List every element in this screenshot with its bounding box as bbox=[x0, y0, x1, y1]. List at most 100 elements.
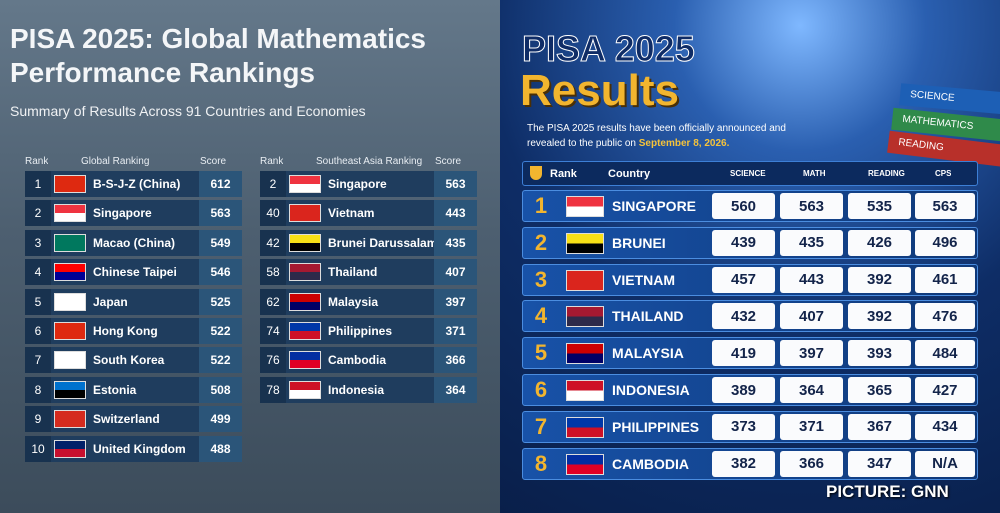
country: VIETNAM bbox=[612, 271, 675, 288]
subtitle: Results bbox=[520, 66, 679, 115]
rank: 1 bbox=[534, 193, 548, 218]
score: 419 bbox=[712, 340, 775, 367]
rank: 3 bbox=[534, 266, 548, 292]
country: BRUNEI bbox=[612, 234, 666, 251]
flag bbox=[566, 380, 604, 401]
score: 366 bbox=[434, 347, 477, 374]
country: Macao (China) bbox=[93, 235, 176, 250]
column-header: Global Ranking bbox=[81, 155, 150, 167]
flag bbox=[54, 410, 86, 429]
score: 488 bbox=[199, 435, 242, 462]
column-header: Country bbox=[608, 167, 651, 180]
score: 347 bbox=[848, 450, 911, 477]
flag bbox=[289, 233, 321, 252]
score: 407 bbox=[780, 303, 843, 330]
score: N/A bbox=[915, 450, 975, 477]
score: 499 bbox=[199, 406, 242, 433]
score: 434 bbox=[915, 413, 975, 440]
score: 407 bbox=[434, 259, 477, 286]
score: 365 bbox=[848, 377, 911, 403]
score: 496 bbox=[915, 229, 975, 256]
country: Cambodia bbox=[328, 353, 387, 368]
flag bbox=[289, 263, 321, 282]
rank: 5 bbox=[25, 288, 51, 315]
flag bbox=[566, 196, 604, 217]
rank: 2 bbox=[534, 229, 548, 255]
score: 392 bbox=[848, 266, 911, 293]
score: 563 bbox=[199, 200, 242, 227]
country: B-S-J-Z (China) bbox=[93, 177, 181, 191]
country: Japan bbox=[93, 294, 128, 309]
announcement: The PISA 2025 results have been official… bbox=[527, 121, 792, 151]
column-header: Rank bbox=[550, 167, 577, 180]
score: 382 bbox=[712, 450, 775, 477]
column-header: CPS bbox=[935, 169, 952, 178]
rank: 2 bbox=[260, 171, 286, 197]
credit: PICTURE: GNN bbox=[826, 482, 949, 501]
column-header: MATH bbox=[803, 169, 826, 178]
country: THAILAND bbox=[612, 308, 684, 325]
title: PISA 2025 bbox=[522, 28, 696, 70]
flag bbox=[566, 306, 604, 328]
rank: 76 bbox=[260, 347, 286, 374]
score: 563 bbox=[780, 193, 843, 219]
score: 535 bbox=[848, 193, 911, 219]
score: 371 bbox=[780, 413, 843, 440]
country: Chinese Taipei bbox=[93, 265, 177, 280]
score: 461 bbox=[915, 266, 975, 293]
score: 563 bbox=[915, 193, 975, 219]
country: United Kingdom bbox=[93, 441, 186, 456]
score: 426 bbox=[848, 229, 911, 256]
rank: 4 bbox=[25, 259, 51, 286]
score: 435 bbox=[434, 229, 477, 256]
score: 546 bbox=[199, 259, 242, 286]
country: South Korea bbox=[93, 353, 165, 368]
score: 392 bbox=[848, 303, 911, 330]
flag bbox=[289, 292, 321, 311]
rank: 40 bbox=[260, 200, 286, 227]
flag bbox=[289, 351, 321, 370]
column-header: Southeast Asia Ranking bbox=[316, 155, 423, 167]
country: Philippines bbox=[328, 324, 393, 338]
flag bbox=[54, 322, 86, 340]
score: 373 bbox=[712, 413, 775, 440]
rank: 1 bbox=[25, 171, 51, 197]
score: 563 bbox=[434, 171, 477, 197]
flag bbox=[54, 292, 86, 311]
flag bbox=[289, 204, 321, 223]
flag bbox=[289, 322, 321, 340]
country: Switzerland bbox=[93, 412, 160, 427]
score: 389 bbox=[712, 377, 775, 403]
country: Estonia bbox=[93, 382, 137, 397]
country: Indonesia bbox=[328, 382, 385, 397]
flag bbox=[289, 380, 321, 399]
score: 443 bbox=[780, 266, 843, 293]
score: 364 bbox=[780, 377, 843, 403]
rank: 8 bbox=[25, 376, 51, 403]
rank: 78 bbox=[260, 376, 286, 403]
rank: 5 bbox=[534, 340, 548, 366]
announcement-text: The PISA 2025 results have been official… bbox=[527, 123, 786, 149]
column-header: Score bbox=[200, 155, 227, 167]
country: PHILIPPINES bbox=[612, 418, 700, 435]
flag bbox=[54, 233, 86, 252]
rank: 6 bbox=[534, 377, 548, 402]
score: 522 bbox=[199, 318, 242, 344]
rank: 62 bbox=[260, 288, 286, 315]
country: Vietnam bbox=[328, 206, 375, 221]
score: 393 bbox=[848, 340, 911, 367]
flag bbox=[566, 232, 604, 254]
score: 367 bbox=[848, 413, 911, 440]
rank: 9 bbox=[25, 406, 51, 433]
country: Singapore bbox=[93, 206, 152, 221]
flag bbox=[54, 380, 86, 399]
score: 484 bbox=[915, 340, 975, 367]
rank: 74 bbox=[260, 318, 286, 344]
rank: 10 bbox=[25, 435, 51, 462]
score: 371 bbox=[434, 318, 477, 344]
country: MALAYSIA bbox=[612, 345, 684, 362]
trophy bbox=[530, 166, 542, 180]
column-header: Rank bbox=[260, 155, 284, 167]
column-header: READING bbox=[868, 169, 905, 178]
